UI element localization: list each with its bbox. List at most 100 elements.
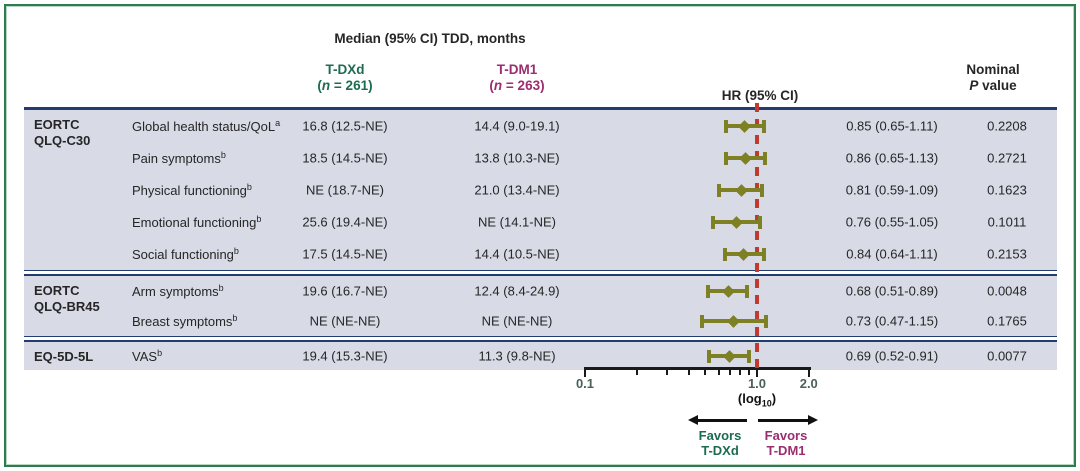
tdxd-n: (n = 261) bbox=[317, 78, 373, 93]
col-header-hr: HR (95% CI) bbox=[721, 88, 799, 103]
footnote-marker: b bbox=[256, 213, 262, 224]
ci-cap-high bbox=[757, 215, 762, 229]
tdm1-median: 11.3 (9.8-NE) bbox=[478, 348, 556, 364]
log-note-sub: 10 bbox=[761, 398, 772, 409]
figure-title: Median (95% CI) TDD, months bbox=[334, 31, 526, 46]
hr-point bbox=[734, 183, 748, 197]
table-row: Global health status/QoLa 16.8 (12.5-NE) 1… bbox=[24, 110, 1057, 142]
group-section: EORTC QLQ-C30 Global health status/QoLa 16… bbox=[24, 110, 1057, 270]
axis-tick bbox=[584, 369, 586, 377]
footnote-marker: b bbox=[246, 181, 252, 192]
measure-label: Global health status/QoLa bbox=[132, 118, 280, 134]
hr-point bbox=[738, 119, 752, 133]
p-value: 0.1011 bbox=[987, 214, 1027, 230]
measure-text: Global health status/QoL bbox=[132, 119, 276, 135]
group-separator bbox=[24, 336, 1057, 342]
favors-right-arrow bbox=[758, 419, 808, 422]
hr-ci-text: 0.81 (0.59-1.09) bbox=[845, 182, 939, 198]
axis-tick bbox=[739, 369, 742, 375]
tdm1-median: 12.4 (8.4-24.9) bbox=[474, 283, 560, 299]
tdxd-median: 25.6 (19.4-NE) bbox=[302, 214, 388, 230]
forest-table: EORTC QLQ-C30 Global health status/QoLa 16… bbox=[24, 107, 1057, 370]
ci-cap-high bbox=[761, 247, 766, 261]
table-row: Social functioningb 17.5 (14.5-NE) 14.4 (1… bbox=[24, 238, 1057, 270]
ci-cap-low bbox=[723, 151, 728, 165]
ci-cap-low bbox=[699, 314, 704, 328]
axis-tick bbox=[756, 369, 758, 377]
favors-right-arrowhead bbox=[808, 414, 818, 425]
axis-tick bbox=[729, 369, 732, 375]
axis-tick bbox=[807, 369, 810, 377]
measure-text: VAS bbox=[132, 349, 158, 365]
tdm1-median: 14.4 (9.0-19.1) bbox=[474, 118, 560, 134]
ci-cap-high bbox=[763, 151, 768, 165]
footnote-marker: a bbox=[275, 117, 281, 128]
axis-tick bbox=[704, 369, 707, 375]
tdxd-median: 19.6 (16.7-NE) bbox=[302, 283, 388, 299]
tdxd-median: 19.4 (15.3-NE) bbox=[302, 348, 388, 364]
ci-cap-low bbox=[705, 284, 710, 298]
hr-point bbox=[737, 247, 751, 261]
table-row: Pain symptomsb 18.5 (14.5-NE) 13.8 (10.3-N… bbox=[24, 142, 1057, 174]
table-row: Arm symptomsb 19.6 (16.7-NE) 12.4 (8.4-24.… bbox=[24, 276, 1057, 306]
measure-label: Physical functioningb bbox=[132, 182, 252, 198]
axis-tick bbox=[748, 369, 751, 375]
log-note-post: ) bbox=[771, 391, 777, 406]
measure-text: Pain symptoms bbox=[132, 151, 221, 167]
hr-point bbox=[727, 314, 740, 328]
p-value: 0.2153 bbox=[987, 246, 1027, 262]
x-axis-scale-note: (log10) bbox=[707, 391, 807, 409]
hr-point bbox=[730, 215, 743, 229]
ci-cap-low bbox=[716, 183, 721, 197]
reference-line-hr1 bbox=[755, 103, 759, 369]
group-separator bbox=[24, 270, 1057, 276]
favors-left-arrowhead bbox=[688, 414, 698, 425]
axis-tick bbox=[687, 369, 690, 375]
tdm1-median: 13.8 (10.3-NE) bbox=[474, 150, 560, 166]
footnote-marker: b bbox=[157, 347, 163, 358]
hr-ci-text: 0.73 (0.47-1.15) bbox=[845, 313, 939, 329]
axis-tick-label: 2.0 bbox=[799, 376, 818, 391]
tdxd-median: 17.5 (14.5-NE) bbox=[302, 246, 388, 262]
favors-left-arrow bbox=[697, 419, 747, 422]
hr-ci-text: 0.85 (0.65-1.11) bbox=[846, 118, 938, 134]
measure-text: Emotional functioning bbox=[132, 215, 257, 231]
tdxd-median: 16.8 (12.5-NE) bbox=[302, 118, 388, 134]
col-header-pvalue: Nominal P value bbox=[966, 62, 1020, 93]
tdxd-median: NE (18.7-NE) bbox=[305, 182, 385, 198]
ci-cap-low bbox=[707, 349, 712, 363]
measure-label: VASb bbox=[132, 348, 162, 364]
figure-border bbox=[4, 4, 1076, 467]
group-label: EORTC QLQ-BR45 bbox=[34, 283, 100, 314]
measure-text: Breast symptoms bbox=[132, 314, 233, 330]
p-value: 0.2208 bbox=[987, 118, 1027, 134]
footnote-marker: b bbox=[232, 312, 238, 323]
table-row: Breast symptomsb NE (NE-NE) NE (NE-NE) 0.73… bbox=[24, 306, 1057, 336]
axis-tick-label: 1.0 bbox=[747, 376, 767, 391]
footnote-marker: b bbox=[220, 149, 226, 160]
table-row: Physical functioningb NE (18.7-NE) 21.0 (1… bbox=[24, 174, 1057, 206]
group-label: EORTC QLQ-C30 bbox=[34, 117, 91, 148]
col-header-tdxd: T-DXd (n = 261) bbox=[265, 62, 425, 94]
hr-point bbox=[739, 151, 753, 165]
axis-tick bbox=[717, 369, 720, 375]
p-value: 0.1623 bbox=[987, 182, 1027, 198]
measure-text: Physical functioning bbox=[132, 183, 247, 199]
measure-label: Arm symptomsb bbox=[132, 283, 224, 299]
hr-ci-text: 0.86 (0.65-1.13) bbox=[845, 150, 939, 166]
tdm1-median: 21.0 (13.4-NE) bbox=[474, 182, 560, 198]
measure-label: Breast symptomsb bbox=[132, 313, 237, 329]
hr-ci-text: 0.76 (0.55-1.05) bbox=[845, 214, 939, 230]
p-value: 0.0048 bbox=[987, 283, 1027, 299]
col-header-tdm1: T-DM1 (n = 263) bbox=[437, 62, 597, 94]
ci-cap-high bbox=[760, 183, 765, 197]
ci-cap-high bbox=[745, 284, 750, 298]
tdm1-name: T-DM1 bbox=[496, 62, 538, 77]
table-row: VASb 19.4 (15.3-NE) 11.3 (9.8-NE) 0.69 (0.5… bbox=[24, 342, 1057, 370]
hr-ci-text: 0.68 (0.51-0.89) bbox=[845, 283, 939, 299]
p-value: 0.1765 bbox=[987, 313, 1027, 329]
x-axis-line bbox=[584, 367, 811, 370]
ci-cap-low bbox=[711, 215, 716, 229]
group-section: EQ-5D-5L VASb 19.4 (15.3-NE) 11.3 (9.8-NE) 0… bbox=[24, 342, 1057, 370]
